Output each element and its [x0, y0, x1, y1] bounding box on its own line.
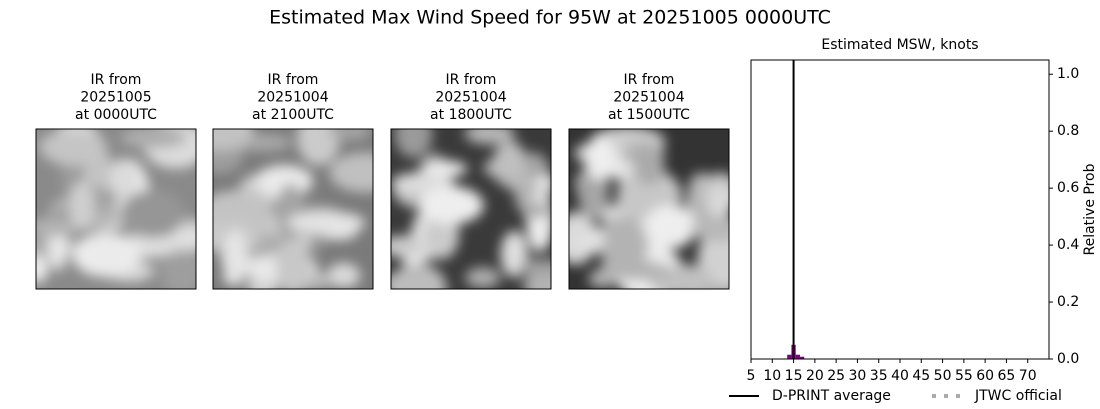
cloud — [394, 129, 433, 158]
cloud — [465, 267, 501, 289]
panel-title: 20251005 — [80, 90, 151, 106]
legend-label: JTWC official — [974, 388, 1062, 404]
y-tick-label: 0.4 — [1057, 237, 1079, 253]
cloud — [68, 181, 95, 230]
x-tick-label: 50 — [934, 368, 952, 384]
cloud — [40, 130, 108, 166]
cloud — [296, 129, 341, 166]
cloud — [691, 215, 729, 242]
panel-title: at 1800UTC — [430, 107, 512, 123]
panel-title: at 0000UTC — [75, 107, 157, 123]
cloud — [525, 201, 549, 219]
ir-frame — [568, 128, 730, 290]
ir-image — [391, 129, 551, 289]
bar — [795, 354, 800, 359]
clouds — [569, 129, 729, 289]
y-tick-label: 0.0 — [1057, 351, 1079, 367]
ir-image — [569, 129, 729, 289]
clouds — [391, 129, 551, 289]
cloud — [329, 129, 372, 141]
cloud — [160, 245, 196, 289]
cloud — [326, 262, 361, 288]
x-tick-label: 30 — [849, 368, 867, 384]
cloud — [418, 186, 484, 225]
x-tick-label: 60 — [976, 368, 994, 384]
x-tick-label: 35 — [870, 368, 888, 384]
x-tick-label: 65 — [998, 368, 1016, 384]
chart-title: Estimated MSW, knots — [821, 37, 978, 53]
x-tick-label: 55 — [955, 368, 973, 384]
x-tick-label: 10 — [763, 368, 781, 384]
cloud — [391, 263, 447, 289]
ir-frame — [35, 128, 197, 290]
cloud — [222, 229, 248, 287]
cloud — [287, 211, 366, 235]
cloud — [36, 218, 80, 238]
clouds — [213, 129, 373, 289]
panel-title: at 1500UTC — [608, 107, 690, 123]
cloud — [36, 252, 49, 283]
page-title: Estimated Max Wind Speed for 95W at 2025… — [269, 7, 831, 29]
y-tick-label: 0.8 — [1057, 123, 1079, 139]
panel-title: IR from — [624, 72, 675, 88]
x-tick-label: 70 — [1019, 368, 1037, 384]
ir-image — [213, 129, 373, 289]
y-tick-label: 0.2 — [1057, 294, 1079, 310]
x-tick-label: 40 — [891, 368, 909, 384]
cloud — [602, 260, 670, 281]
cloud — [213, 129, 254, 151]
x-tick-label: 5 — [747, 368, 756, 384]
ir-frame — [390, 128, 552, 290]
ir-image — [36, 129, 196, 289]
panel-title: at 2100UTC — [252, 107, 334, 123]
cloud — [518, 258, 551, 276]
x-tick-label: 45 — [912, 368, 930, 384]
y-tick-label: 1.0 — [1057, 66, 1079, 82]
cloud — [584, 137, 617, 181]
cloud — [707, 183, 729, 220]
cloud — [535, 175, 551, 192]
cloud — [422, 160, 468, 177]
axes-frame — [750, 59, 1050, 360]
cloud — [391, 235, 423, 258]
cloud — [120, 190, 185, 238]
cloud — [483, 158, 528, 178]
cloud — [505, 174, 543, 193]
cloud — [276, 183, 306, 243]
panel-title: 20251004 — [257, 90, 328, 106]
cloud — [464, 129, 515, 145]
cloud — [275, 239, 311, 289]
panel-title: IR from — [268, 72, 319, 88]
panel-title: 20251004 — [613, 90, 684, 106]
x-tick-label: 25 — [827, 368, 845, 384]
cloud — [121, 129, 187, 149]
cloud — [171, 227, 196, 248]
cloud — [109, 158, 139, 200]
ir-frame — [212, 128, 374, 290]
cloud — [72, 232, 141, 278]
x-tick-label: 20 — [806, 368, 824, 384]
cloud — [644, 205, 697, 249]
bar — [787, 354, 792, 359]
cloud — [633, 147, 665, 186]
clouds — [36, 129, 196, 289]
panel-title: 20251004 — [435, 90, 506, 106]
x-tick-label: 15 — [785, 368, 803, 384]
y-axis-label: Relative Prob — [1082, 163, 1098, 255]
panel-title: IR from — [91, 72, 142, 88]
bar — [799, 356, 805, 359]
cloud — [329, 152, 373, 193]
panel-title: IR from — [446, 72, 497, 88]
y-tick-label: 0.6 — [1057, 180, 1079, 196]
legend-label: D-PRINT average — [772, 388, 891, 404]
